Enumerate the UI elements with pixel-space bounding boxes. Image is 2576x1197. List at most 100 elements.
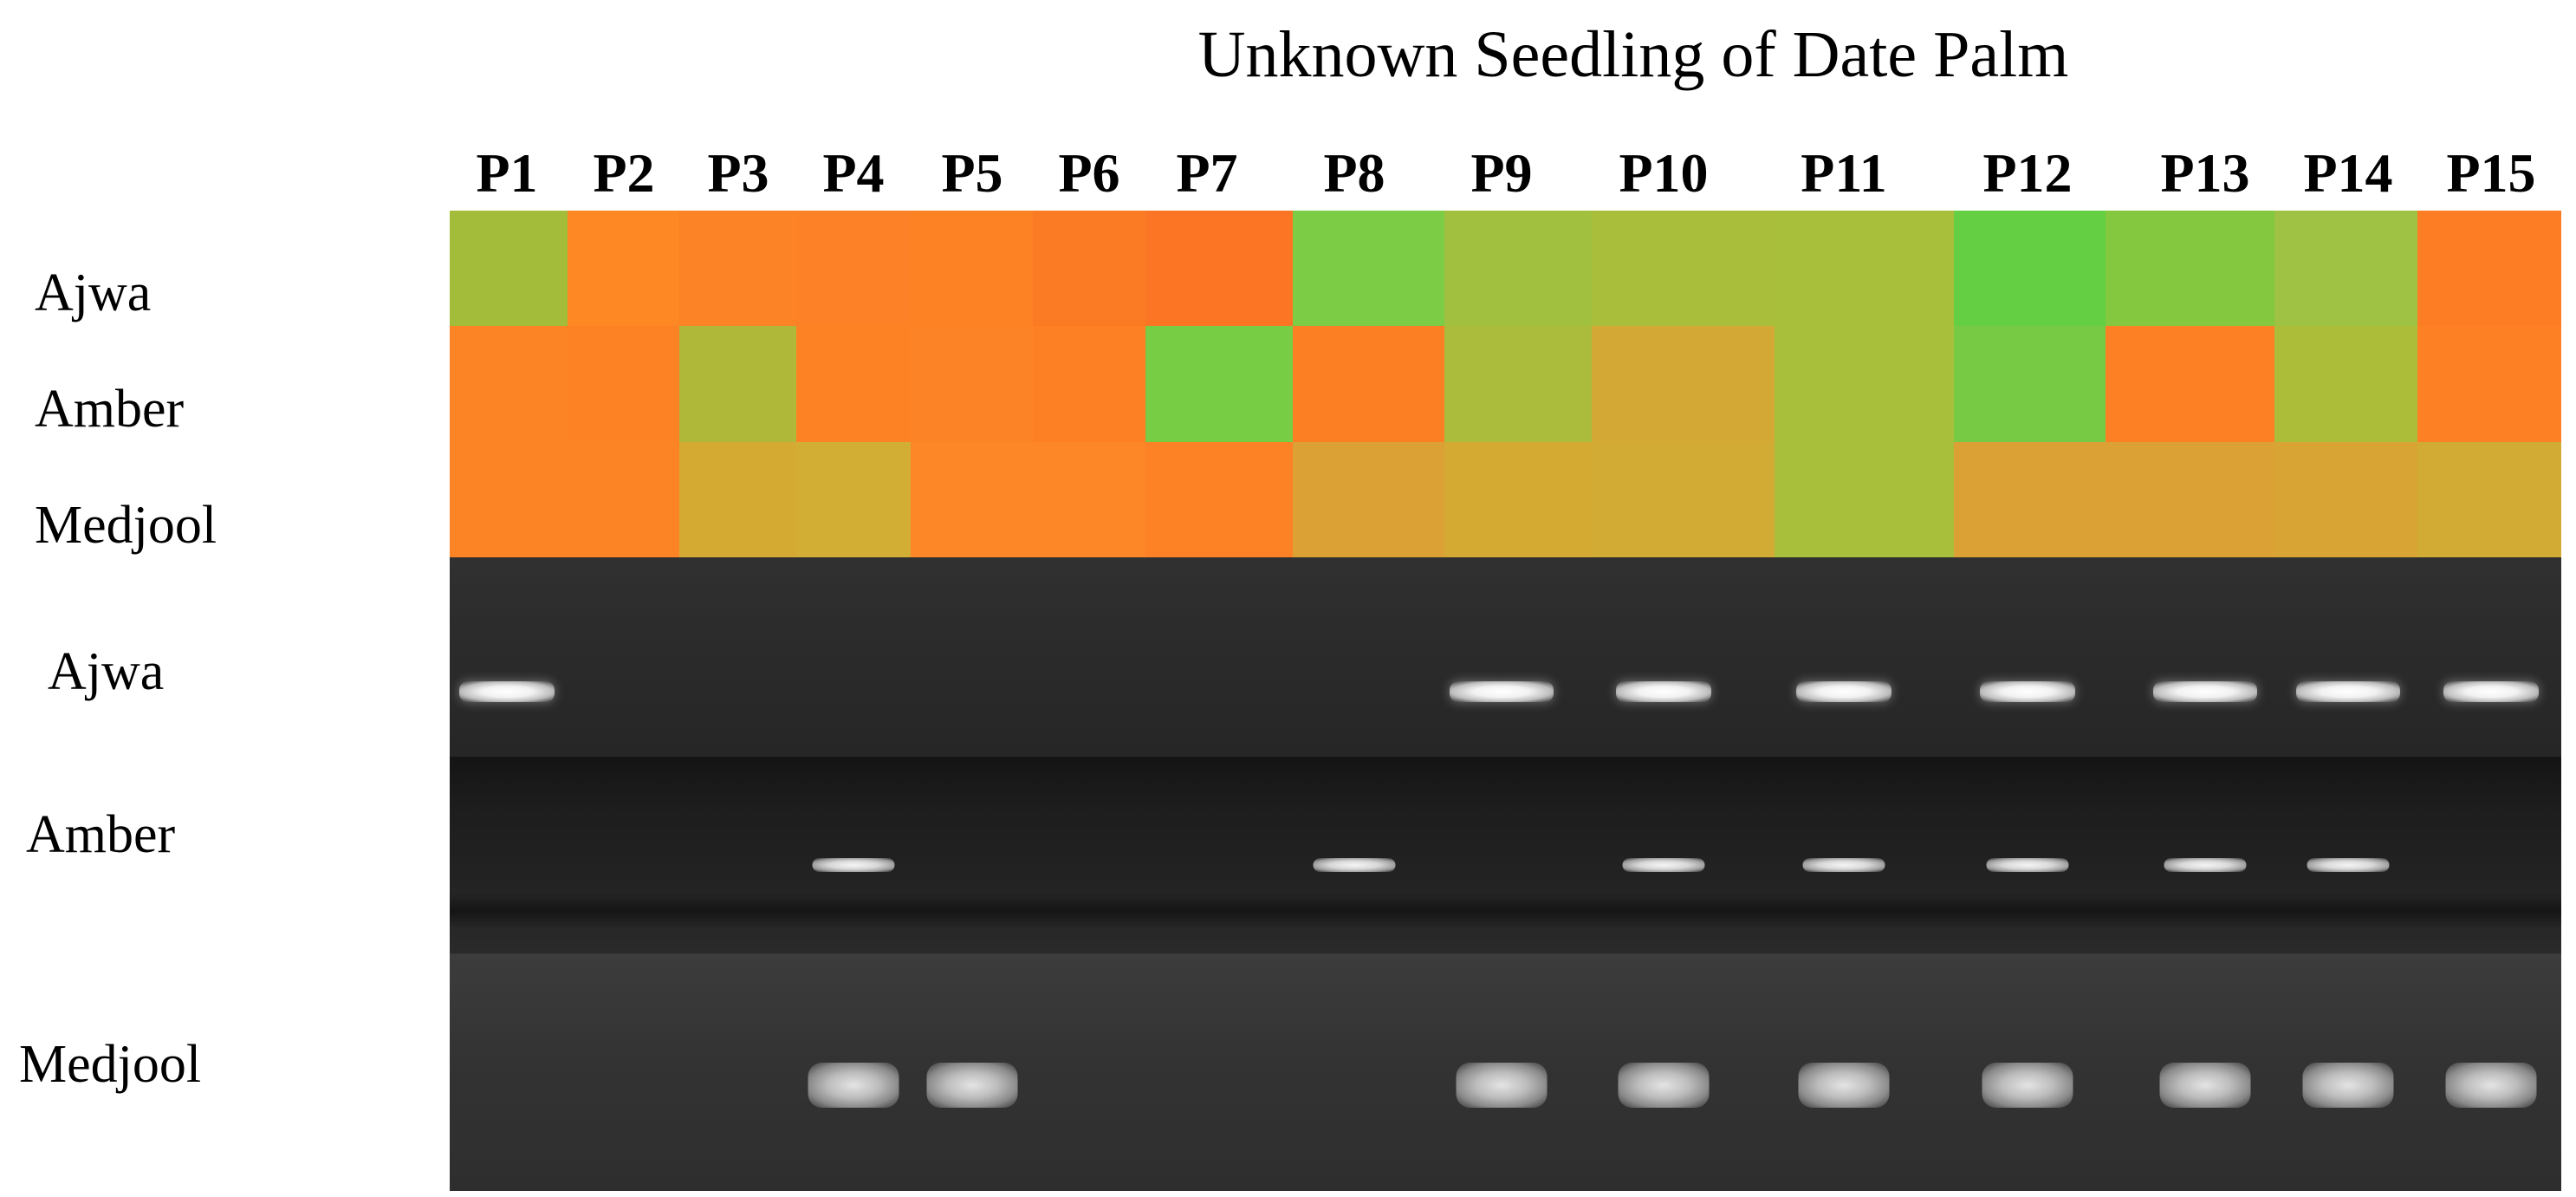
gel-band [1986, 858, 2069, 872]
heatmap-cell [2106, 326, 2274, 442]
gel-band [1802, 858, 1885, 872]
sample-label-p1: P1 [476, 142, 538, 204]
sample-label-p14: P14 [2303, 142, 2393, 204]
gel-panel-ajwa [450, 557, 2561, 757]
gel-row-label-medjool: Medjool [19, 1035, 202, 1094]
heatmap-row-label-ajwa: Ajwa [35, 263, 152, 322]
heatmap-cell [1592, 326, 1775, 442]
sample-label-p15: P15 [2446, 142, 2536, 204]
heatmap-cell [1033, 326, 1145, 442]
heatmap-cell [2106, 211, 2274, 327]
heatmap-cell [568, 211, 679, 327]
sample-label-p9: P9 [1470, 142, 1533, 204]
sample-label-p4: P4 [822, 142, 885, 204]
heatmap-cell [1033, 211, 1145, 327]
heatmap-cell [2417, 441, 2561, 557]
gel-band [2443, 681, 2539, 702]
heatmap-cell [1954, 326, 2106, 442]
heatmap-cell [2106, 441, 2274, 557]
heatmap-row-label-amber: Amber [35, 380, 185, 439]
gel-band [459, 681, 555, 702]
gel-band [1622, 858, 1705, 872]
heatmap-cell [1592, 441, 1775, 557]
gel-band [2445, 1063, 2537, 1108]
gel-row-label-amber: Amber [26, 805, 176, 864]
gel-shading [450, 894, 2561, 928]
heatmap-cell [568, 441, 679, 557]
heatmap-row [450, 326, 2561, 442]
heatmap [450, 211, 2561, 557]
gel-band [2302, 1063, 2394, 1108]
heatmap-cell [1145, 326, 1293, 442]
gel-band [1450, 681, 1554, 702]
heatmap-cell [679, 326, 796, 442]
heatmap-cell [1954, 441, 2106, 557]
heatmap-cell [1444, 441, 1592, 557]
sample-column-labels: P1 P2 P3 P4 P5 P6 P7 P8 P9 P10 P11 P12 P13 P14 P15 [0, 139, 2576, 208]
gel-band [2307, 858, 2390, 872]
gel-band [1980, 681, 2075, 702]
gel-band [1798, 1063, 1890, 1108]
heatmap-cell [1775, 441, 1954, 557]
gel-band [1796, 681, 1891, 702]
gel-band [926, 1063, 1018, 1108]
heatmap-cell [679, 211, 796, 327]
heatmap-cell [1775, 211, 1954, 327]
heatmap-cell [1775, 326, 1954, 442]
gel-panel-amber [450, 757, 2561, 953]
heatmap-row [450, 441, 2561, 557]
heatmap-cell [1145, 211, 1293, 327]
gel-band [1982, 1063, 2073, 1108]
heatmap-cell [1954, 211, 2106, 327]
heatmap-cell [568, 326, 679, 442]
heatmap-row [450, 211, 2561, 327]
heatmap-cell [796, 326, 911, 442]
heatmap-cell [911, 326, 1033, 442]
heatmap-cell [1444, 326, 1592, 442]
gel-band [1618, 1063, 1710, 1108]
sample-label-p11: P11 [1801, 142, 1887, 204]
sample-label-p5: P5 [941, 142, 1003, 204]
gel-row-label-ajwa: Ajwa [48, 642, 165, 701]
heatmap-cell [1293, 211, 1444, 327]
gel-band [812, 858, 895, 872]
heatmap-cell [1033, 441, 1145, 557]
heatmap-cell [911, 211, 1033, 327]
gel-band [1616, 681, 1711, 702]
heatmap-cell [796, 441, 911, 557]
heatmap-cell [1293, 326, 1444, 442]
gel-band [1456, 1063, 1548, 1108]
sample-label-p13: P13 [2160, 142, 2250, 204]
sample-label-p2: P2 [593, 142, 655, 204]
heatmap-row-label-medjool: Medjool [35, 496, 217, 555]
heatmap-cell [450, 441, 568, 557]
gel-band [2153, 681, 2257, 702]
heatmap-cell [796, 211, 911, 327]
gel-band [1313, 858, 1396, 872]
heatmap-cell [2274, 441, 2417, 557]
gel-band [2296, 681, 2400, 702]
heatmap-cell [1293, 441, 1444, 557]
sample-label-p12: P12 [1982, 142, 2073, 204]
heatmap-cell [450, 326, 568, 442]
gel-band [2159, 1063, 2251, 1108]
heatmap-cell [2274, 211, 2417, 327]
heatmap-cell [2417, 211, 2561, 327]
sample-label-p3: P3 [707, 142, 769, 204]
heatmap-cell [1592, 211, 1775, 327]
sample-label-p6: P6 [1058, 142, 1120, 204]
heatmap-cell [911, 441, 1033, 557]
sample-label-p10: P10 [1619, 142, 1709, 204]
heatmap-cell [1444, 211, 1592, 327]
heatmap-cell [2274, 326, 2417, 442]
sample-label-p7: P7 [1176, 142, 1238, 204]
gel-band [2164, 858, 2247, 872]
gel-panel-medjool [450, 953, 2561, 1191]
gel-band [808, 1063, 899, 1108]
heatmap-cell [450, 211, 568, 327]
sample-label-p8: P8 [1323, 142, 1385, 204]
heatmap-cell [2417, 326, 2561, 442]
heatmap-cell [1145, 441, 1293, 557]
heatmap-cell [679, 441, 796, 557]
figure-title: Unknown Seedling of Date Palm [1197, 18, 2069, 91]
